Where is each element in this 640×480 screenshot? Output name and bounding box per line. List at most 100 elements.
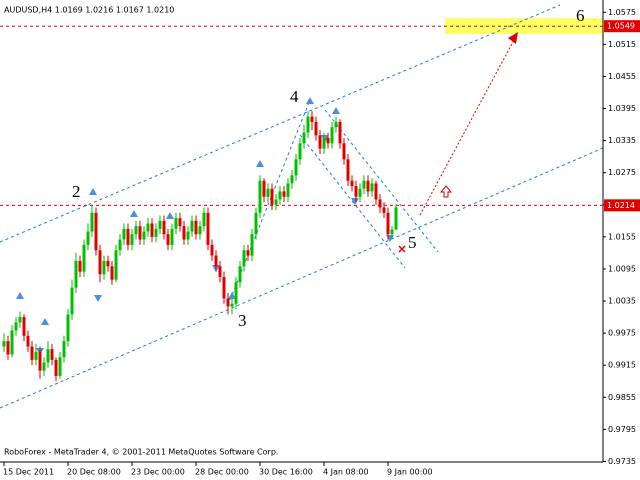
wave-line [324,109,439,253]
candle-body [266,188,270,197]
wave-line [299,134,406,269]
candle-body [306,116,310,133]
candle-body [334,121,338,128]
chart-title: AUDUSD,H4 1.0169 1.0216 1.0167 1.0210 [4,6,174,15]
candle-body [274,199,278,205]
price-tag: 1.0549 [607,22,635,31]
candle-body [378,199,382,208]
candle-body [54,359,58,376]
wave-label: 4 [290,87,299,106]
x-tick-label: 30 Dec 16:00 [259,468,313,477]
upper-channel [0,4,561,243]
y-tick-label: 0.9795 [608,425,636,434]
candle-body [166,234,170,245]
candle-body [106,260,110,267]
candle-body [198,226,202,235]
candle-body [318,135,322,149]
candle-body [278,191,282,200]
candle-body [82,244,86,272]
candle-body [94,212,98,251]
candle-body [170,228,174,245]
candle-body [130,234,134,245]
candle-body [222,276,226,299]
candle-body [158,220,162,229]
y-tick-label: 0.9855 [608,393,636,402]
channels [0,4,604,409]
candle-body [394,207,398,230]
candle-body [354,186,358,197]
candle-body [294,159,298,176]
candle-body [126,228,130,245]
candle-body [50,349,54,360]
candle-body [326,137,330,144]
candle-body [142,231,146,240]
candle-body [246,250,250,256]
x-tick-label: 28 Dec 00:00 [195,468,249,477]
candle-body [310,116,314,122]
candle-body [162,220,166,235]
candle-body [30,346,34,360]
candle-body [10,330,14,355]
candle-body [122,228,126,240]
candle-body [114,250,118,280]
y-tick-label: 1.0095 [608,264,636,273]
y-tick-label: 0.9735 [608,457,636,466]
candle-body [98,250,102,275]
candle-body [194,220,198,235]
candle-body [74,260,78,288]
candle-body [70,287,74,315]
candle-body [66,314,70,342]
footer: RoboForex - MetaTrader 4, © 2001-2011 Me… [4,448,278,457]
candle-body [110,266,114,280]
candle-body [206,212,210,245]
candle-body [390,229,394,235]
candle-body [34,351,38,360]
y-tick-label: 0.9915 [608,361,636,370]
candle-body [146,223,150,232]
candle-body [330,127,334,144]
candle-body [218,266,222,277]
candle-body [358,188,362,197]
candle-body [322,137,326,149]
candle-body [290,175,294,184]
candle-body [6,341,10,355]
candle-body [374,183,378,200]
forecast-arrow [419,39,515,216]
candle-body [26,335,30,347]
candle-body [18,317,22,323]
y-tick-label: 1.0575 [608,8,636,17]
candle-body [238,266,242,283]
candle-body [38,351,42,371]
wave-label: 2 [72,182,81,201]
candle-body [134,226,138,235]
candle-body [366,180,370,192]
candle-body [230,303,234,307]
candle-body [298,143,302,160]
candle-body [58,357,62,376]
up-signal [439,185,453,198]
candle-body [138,226,142,240]
wave-label: 5 [408,233,417,252]
candle-body [382,207,386,213]
candle-body [2,341,6,347]
x-tick-label: 20 Dec 08:00 [67,468,121,477]
candle-body [190,220,194,232]
candle-body [258,180,262,213]
candle-body [350,180,354,187]
candle-body [14,322,18,331]
candle-body [150,223,154,237]
candle-body [90,212,94,232]
candle-body [314,121,318,136]
candle-body [118,239,122,251]
candle-body [338,121,342,144]
candle-body [42,362,46,371]
candle-body [262,180,266,197]
stop-mark [398,245,406,253]
candle-body [86,231,90,245]
arrow-head [508,32,518,44]
x-tick-label: 23 Dec 00:00 [131,468,185,477]
candle-body [62,341,66,358]
y-tick-label: 1.0335 [608,136,636,145]
candle-body [22,317,26,336]
candle-body [226,298,230,307]
